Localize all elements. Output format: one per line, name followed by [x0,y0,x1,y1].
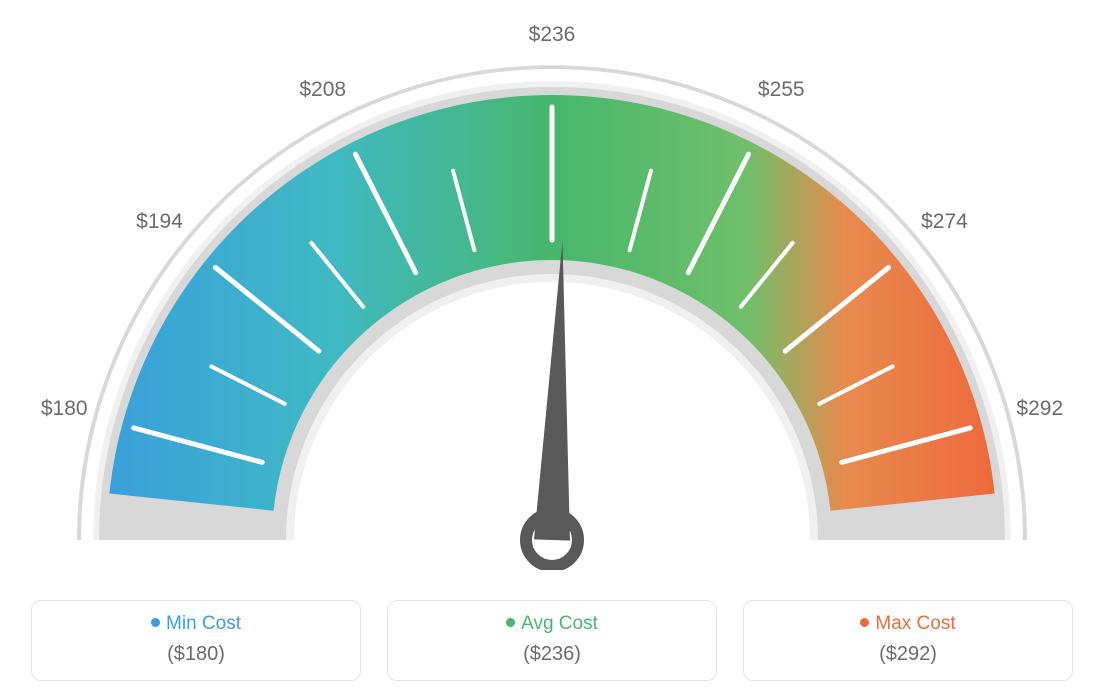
gauge-svg [0,0,1104,570]
tick-label: $208 [299,78,346,102]
legend-row: Min Cost ($180) Avg Cost ($236) Max Cost… [0,590,1104,690]
legend-value-min: ($180) [42,643,350,666]
legend-card-max: Max Cost ($292) [743,600,1073,681]
legend-value-avg: ($236) [398,643,706,666]
gauge-area: $180 $194 $208 $236 $255 $274 $292 [0,0,1104,570]
chart-root: $180 $194 $208 $236 $255 $274 $292 Min Cost ($… [0,0,1104,690]
legend-card-min: Min Cost ($180) [31,600,361,681]
tick-label: $255 [758,78,805,102]
needle [534,240,570,540]
dot-icon-max [860,618,869,627]
legend-card-avg: Avg Cost ($236) [387,600,717,681]
dot-icon-avg [506,618,515,627]
dot-icon-min [151,618,160,627]
legend-title-avg: Avg Cost [398,613,706,635]
tick-label: $236 [529,23,576,47]
tick-label: $180 [41,397,88,421]
legend-label-max: Max Cost [875,613,955,634]
legend-label-min: Min Cost [166,613,241,634]
legend-label-avg: Avg Cost [521,613,598,634]
legend-title-max: Max Cost [754,613,1062,635]
tick-label: $194 [136,210,183,234]
tick-label: $274 [921,210,968,234]
legend-title-min: Min Cost [42,613,350,635]
tick-label: $292 [1016,397,1063,421]
legend-value-max: ($292) [754,643,1062,666]
